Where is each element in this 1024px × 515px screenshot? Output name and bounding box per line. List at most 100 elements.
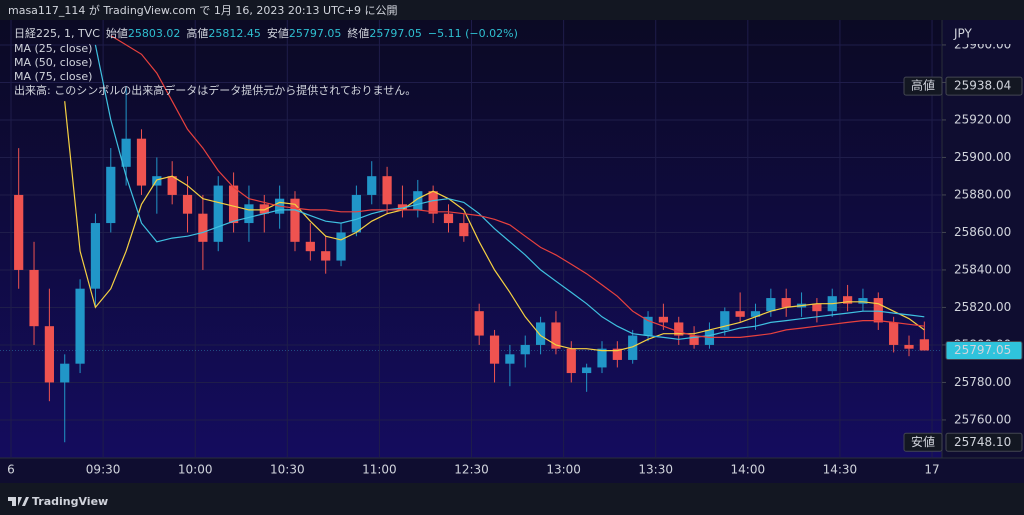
candle-body bbox=[106, 166, 116, 224]
top-bar bbox=[0, 0, 1024, 20]
candle-body bbox=[259, 204, 269, 214]
candle-body bbox=[44, 326, 54, 383]
candle-body bbox=[90, 223, 101, 289]
candle-body bbox=[658, 316, 668, 323]
candle-body bbox=[858, 298, 868, 304]
candle-body bbox=[413, 191, 423, 210]
candle-body bbox=[244, 204, 254, 224]
legend: 日経225, 1, TVC 始値25803.02 高値25812.45 安値25797… bbox=[14, 26, 518, 97]
candle-body bbox=[60, 363, 70, 383]
price-badge-value: 25938.04 bbox=[954, 79, 1011, 93]
candle-body bbox=[351, 194, 361, 233]
y-tick-label: 25860.00 bbox=[954, 225, 1011, 239]
candle-body bbox=[674, 322, 684, 336]
candle-body bbox=[551, 322, 561, 349]
ohlc-value: 25803.02 bbox=[128, 27, 181, 40]
candle-body bbox=[919, 339, 929, 351]
candle-body bbox=[628, 335, 638, 360]
candle-body bbox=[136, 138, 147, 186]
ohlc-value: 25797.05 bbox=[369, 27, 422, 40]
x-tick-label: 14:30 bbox=[823, 463, 858, 477]
candle-body bbox=[213, 185, 223, 242]
footer-bar bbox=[0, 483, 1024, 515]
plot-background bbox=[0, 20, 942, 458]
x-tick-label: 12:30 bbox=[454, 463, 489, 477]
candle-body bbox=[443, 213, 454, 224]
y-tick-label: 25900.00 bbox=[954, 150, 1011, 164]
badge-label-box bbox=[903, 432, 943, 452]
legend-entry: MA (50, close) bbox=[14, 56, 92, 69]
candle-body bbox=[520, 344, 530, 355]
x-tick-label: 11:00 bbox=[362, 463, 397, 477]
x-tick-label: 14:00 bbox=[731, 463, 766, 477]
currency: JPY bbox=[953, 27, 973, 41]
price-badge-value: 25748.10 bbox=[954, 435, 1011, 449]
candle-body bbox=[735, 311, 745, 317]
badge-label-box bbox=[903, 76, 943, 96]
volume-notice: 出来高: このシンボルの出来高データはデータ提供元から提供されておりません。 bbox=[14, 83, 416, 97]
candle-body bbox=[75, 288, 85, 364]
x-tick-label: 17 bbox=[924, 463, 939, 477]
plot bbox=[0, 35, 942, 443]
candle-body bbox=[535, 322, 546, 345]
candle-body bbox=[121, 138, 131, 167]
candle-body bbox=[382, 176, 392, 205]
ohlc-label: 終値 bbox=[347, 26, 369, 40]
candle-body bbox=[397, 204, 408, 210]
candle-body bbox=[321, 251, 331, 261]
candle-body bbox=[198, 213, 208, 242]
legend-entry: MA (25, close) bbox=[14, 42, 92, 55]
candle-body bbox=[290, 198, 300, 242]
y-tick-label: 25760.00 bbox=[954, 412, 1011, 426]
brand: TradingView bbox=[32, 495, 108, 508]
x-tick-label: 10:00 bbox=[178, 463, 213, 477]
ohlc-value: 25797.05 bbox=[289, 27, 342, 40]
y-tick-label: 25880.00 bbox=[954, 187, 1011, 201]
candle-body bbox=[29, 269, 39, 327]
candle-body bbox=[689, 335, 699, 345]
symbol: 日経225, 1, TVC bbox=[14, 27, 100, 40]
y-tick-label: 25840.00 bbox=[954, 262, 1011, 276]
time-axis bbox=[0, 458, 1024, 483]
ohlc-label: 高値 bbox=[186, 26, 208, 40]
candle-body bbox=[505, 354, 515, 364]
symbol-legend: 日経225, 1, TVC 始値25803.02 高値25812.45 安値25797… bbox=[14, 26, 518, 40]
candle-body bbox=[766, 298, 776, 312]
candle-body bbox=[367, 176, 377, 195]
logo-icon bbox=[8, 497, 29, 506]
axes: 25760.0025780.0025800.0025820.0025840.00… bbox=[7, 22, 1023, 477]
price-badge bbox=[945, 76, 1023, 96]
price-badge bbox=[945, 340, 1023, 360]
currency-box bbox=[943, 22, 1023, 44]
y-tick-label: 25920.00 bbox=[954, 112, 1011, 126]
candle-body bbox=[336, 232, 346, 261]
candle-body bbox=[428, 191, 438, 214]
candle-body bbox=[582, 367, 592, 374]
candle-body bbox=[597, 348, 607, 368]
x-tick-label: 09:30 bbox=[86, 463, 121, 477]
candle-body bbox=[182, 194, 193, 214]
publish-info: masa117_114 が TradingView.com で 1月 16, 2… bbox=[8, 3, 398, 17]
y-tick-label: 25820.00 bbox=[954, 300, 1011, 314]
ohlc-value: 25812.45 bbox=[208, 27, 261, 40]
candle-body bbox=[873, 298, 883, 323]
x-tick-label: 6 bbox=[7, 463, 15, 477]
ma-line bbox=[64, 101, 925, 352]
y-tick-label: 25780.00 bbox=[954, 375, 1011, 389]
price-badge bbox=[945, 432, 1023, 452]
candle-body bbox=[781, 298, 791, 308]
candle-body bbox=[750, 311, 761, 317]
candle-body bbox=[305, 241, 315, 252]
candle-body bbox=[842, 296, 853, 304]
candle-body bbox=[889, 322, 899, 345]
candle-body bbox=[643, 316, 653, 336]
change: −5.11 (−0.02%) bbox=[428, 27, 518, 40]
candle-body bbox=[228, 185, 239, 224]
x-tick-label: 13:30 bbox=[638, 463, 673, 477]
candle-body bbox=[812, 303, 822, 312]
ohlc-label: 始値 bbox=[106, 26, 128, 40]
badge-label: 高値 bbox=[911, 78, 935, 93]
candle-body bbox=[167, 176, 177, 195]
candle-body bbox=[474, 311, 484, 336]
